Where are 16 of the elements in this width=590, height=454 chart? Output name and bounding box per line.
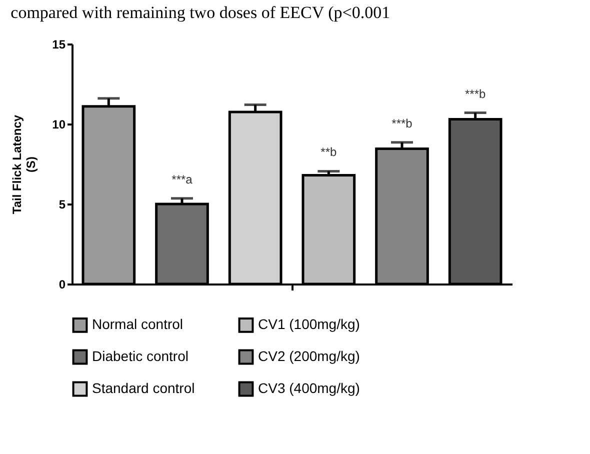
y-tick-label: 10 (52, 118, 66, 132)
y-tick-label: 15 (52, 38, 66, 52)
annotation: ***a (172, 172, 193, 186)
text: compared with remaining two doses of EECV (p<0.001 (10, 3, 390, 22)
y-tick-label: 5 (58, 198, 66, 212)
legend-label: Normal control (92, 316, 184, 332)
legend-label: CV1 (100mg/kg) (258, 316, 360, 332)
annotation: ***b (392, 116, 413, 130)
y-axis-title: Tail Flick Latency (S) (10, 114, 38, 214)
legend-label: Standard control (92, 380, 195, 396)
legend-label: CV2 (200mg/kg) (258, 348, 360, 364)
legend-label: CV3 (400mg/kg) (258, 380, 360, 396)
annotation: ***b (464, 86, 486, 101)
y-tick-label: 0 (58, 278, 66, 292)
annotation: **b (320, 145, 337, 160)
legend-label: Diabetic control (92, 348, 188, 364)
